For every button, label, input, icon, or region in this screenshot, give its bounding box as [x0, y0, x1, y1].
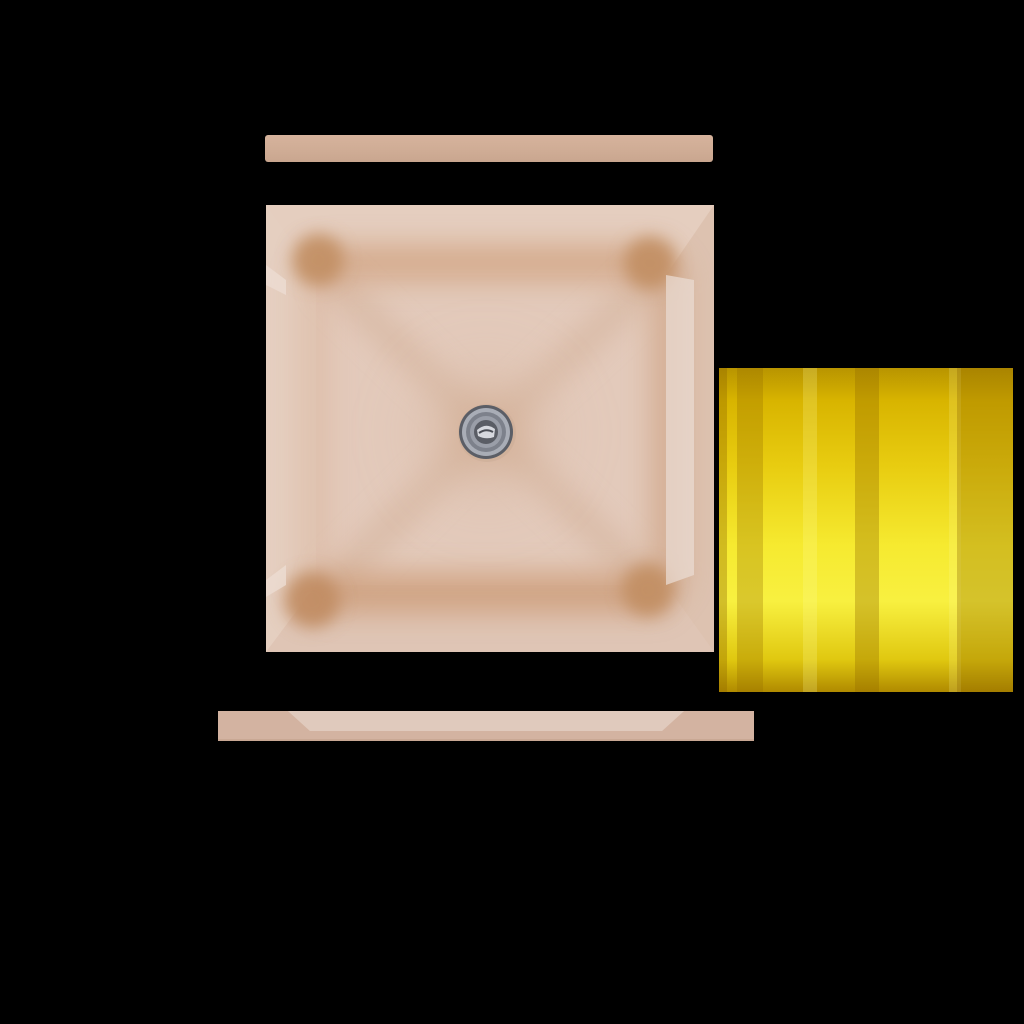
gold-metal-block — [719, 368, 1013, 692]
drain-icon — [458, 404, 516, 462]
top-edge-strip — [265, 135, 713, 162]
sink-basin — [266, 205, 714, 652]
bottom-edge-strip — [218, 711, 754, 741]
basin-shading — [266, 205, 714, 652]
